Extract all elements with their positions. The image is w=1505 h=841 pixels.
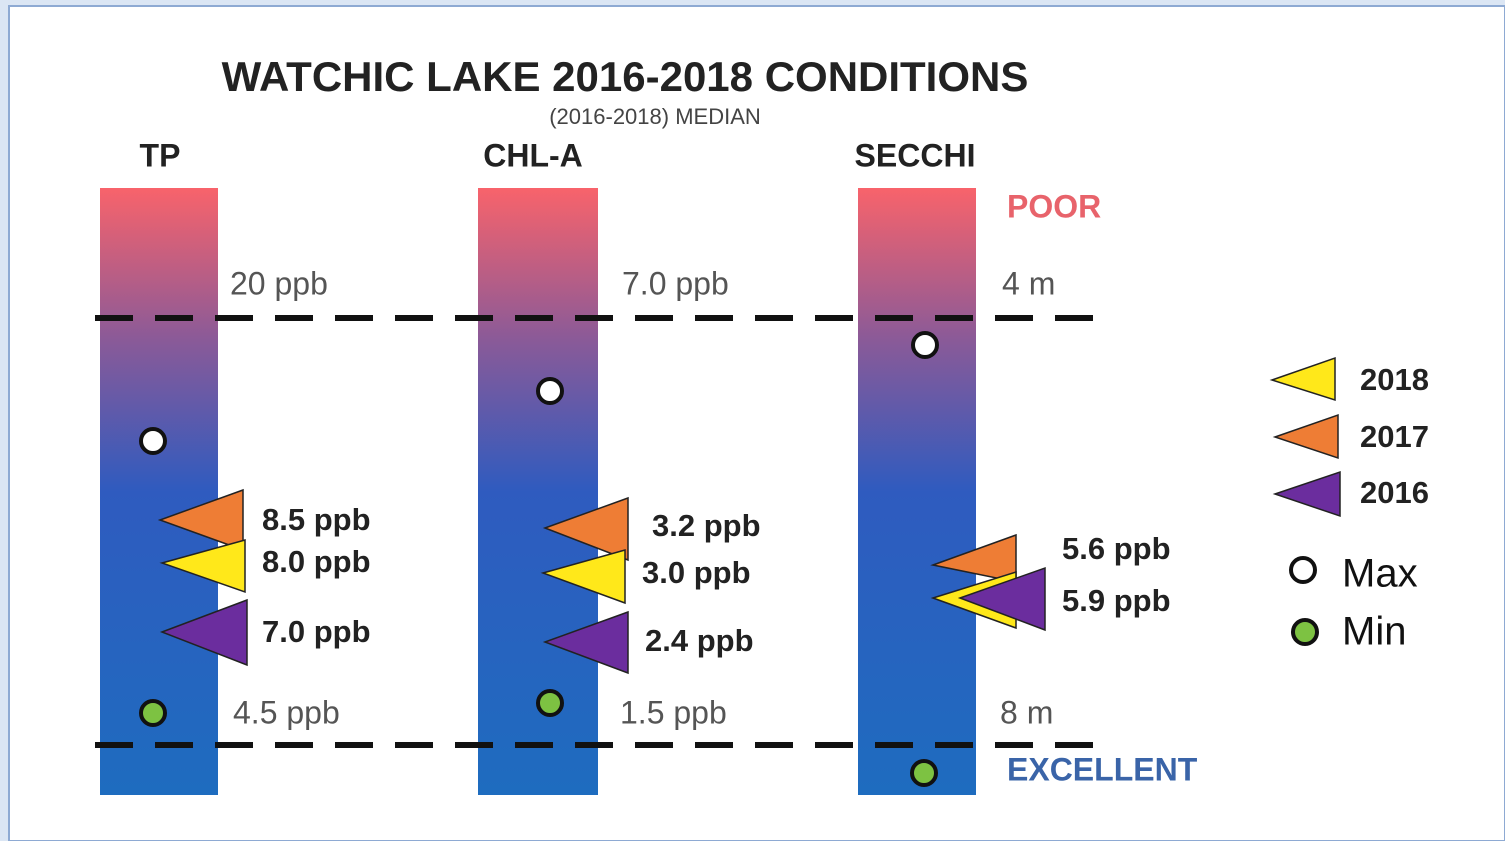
legend-2017	[1272, 413, 1339, 460]
marker-2017	[542, 496, 629, 562]
marker-2017	[157, 488, 244, 552]
median-label: 5.6 ppb	[1062, 531, 1171, 566]
median-label: 2.4 ppb	[645, 623, 754, 658]
legend-min	[1291, 618, 1319, 646]
median-label: 7.0 ppb	[262, 614, 371, 649]
threshold: 4.5 ppb	[233, 694, 340, 730]
threshold: 1.5 ppb	[620, 694, 727, 730]
median-label: 3.0 ppb	[642, 555, 751, 590]
legend-label: 2016	[1360, 475, 1429, 510]
threshold: 8 m	[1000, 694, 1053, 730]
marker-2018	[159, 539, 246, 594]
max-marker	[139, 427, 167, 455]
legend-label: Min	[1342, 610, 1406, 654]
scale-bar	[100, 188, 218, 795]
column-label: TP	[140, 137, 181, 173]
subtitle: (2016-2018) MEDIAN	[549, 104, 761, 129]
panel	[8, 5, 1505, 841]
legend-2016	[1272, 470, 1341, 518]
marker-2017	[930, 533, 1017, 583]
median-label: 8.5 ppb	[262, 502, 371, 537]
marker-2016	[542, 610, 629, 675]
max-marker	[536, 377, 564, 405]
excellent-label: EXCELLENT	[1007, 751, 1198, 787]
column-label: SECCHI	[855, 137, 976, 173]
marker-2016	[159, 598, 248, 667]
scale-bar	[858, 188, 976, 795]
min-marker	[139, 699, 167, 727]
max-marker	[911, 331, 939, 359]
legend-label: Max	[1342, 552, 1418, 596]
threshold: 20 ppb	[230, 265, 328, 301]
title: WATCHIC LAKE 2016-2018 CONDITIONS	[222, 53, 1029, 100]
min-marker	[536, 689, 564, 717]
scale-bar	[478, 188, 598, 795]
legend-max	[1289, 556, 1317, 584]
min-marker	[910, 759, 938, 787]
median-label: 8.0 ppb	[262, 544, 371, 579]
threshold: 7.0 ppb	[622, 265, 729, 301]
marker-2018	[540, 549, 626, 605]
median-label: 5.9 ppb	[1062, 583, 1171, 618]
legend-label: 2018	[1360, 362, 1429, 397]
median-label: 3.2 ppb	[652, 508, 761, 543]
threshold: 4 m	[1002, 265, 1055, 301]
marker-2016	[957, 566, 1046, 632]
poor-label: POOR	[1007, 188, 1101, 224]
column-label: CHL-A	[483, 137, 583, 173]
legend-label: 2017	[1360, 419, 1429, 454]
legend-2018	[1269, 356, 1336, 402]
